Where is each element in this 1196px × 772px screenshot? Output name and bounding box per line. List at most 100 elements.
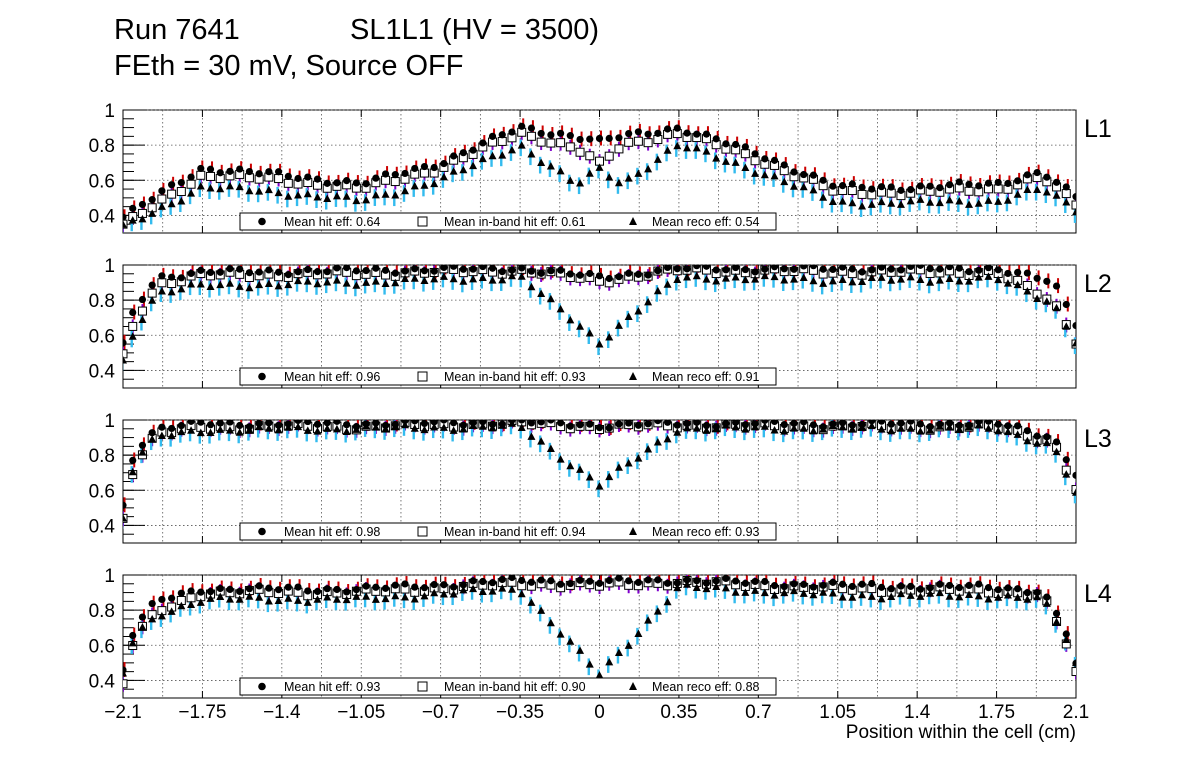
data-points: [123, 420, 1076, 530]
reco-marker: [731, 422, 740, 431]
reco-marker: [537, 289, 546, 297]
hit-marker: [868, 579, 876, 588]
hit-marker: [673, 124, 681, 132]
panel-l3: 0.4 0.6 0.8 1 L3 Mean hit eff: 0.98 Mean in-ba…: [89, 411, 1112, 544]
inband-marker: [857, 189, 867, 199]
hit-marker: [1004, 269, 1012, 278]
hit-marker: [839, 182, 847, 190]
legend-inband-label: Mean in-band hit eff: 0.61: [444, 215, 586, 229]
reco-marker: [858, 422, 867, 431]
reco-marker: [352, 196, 361, 205]
inband-marker: [123, 679, 128, 689]
reco-marker: [459, 277, 468, 285]
reco-marker: [303, 598, 312, 606]
reco-marker: [527, 150, 536, 158]
reco-marker: [177, 196, 186, 205]
reco-marker: [294, 422, 303, 431]
legend-box: [239, 522, 777, 541]
legend-hit-marker: [258, 527, 266, 536]
reco-marker: [1042, 297, 1051, 305]
hit-marker: [819, 176, 827, 184]
reco-marker: [683, 423, 692, 432]
reco-marker: [1023, 185, 1032, 194]
hit-marker: [907, 265, 915, 271]
hit-marker: [187, 173, 195, 181]
hit-marker: [1033, 588, 1041, 597]
reco-marker: [216, 280, 225, 289]
reco-marker: [1023, 436, 1032, 445]
hit-marker: [897, 266, 905, 274]
reco-marker: [1052, 617, 1061, 626]
reco-marker: [245, 425, 254, 434]
hit-marker: [839, 580, 847, 588]
reco-marker: [527, 432, 536, 440]
legend-reco-marker: [629, 527, 637, 535]
reco-marker: [1052, 303, 1061, 312]
reco-marker: [721, 421, 730, 429]
hit-marker: [722, 140, 730, 148]
reco-marker: [692, 424, 701, 432]
hit-marker: [508, 128, 516, 136]
hit-marker: [450, 265, 458, 270]
hit-marker: [284, 583, 292, 591]
hit-marker: [868, 185, 876, 193]
reco-marker: [488, 423, 497, 432]
hit-marker: [741, 143, 749, 151]
reco-marker: [663, 146, 672, 154]
reco-marker: [721, 274, 730, 282]
reco-marker: [507, 145, 516, 154]
hit-marker: [391, 581, 399, 589]
reco-marker: [225, 426, 234, 434]
hit-marker: [343, 421, 351, 429]
reco-marker: [362, 195, 371, 204]
hit-marker: [216, 268, 224, 276]
reco-marker: [148, 614, 157, 623]
reco-marker: [362, 421, 371, 430]
hit-marker: [907, 582, 915, 591]
reco-marker: [1072, 207, 1076, 216]
reco-marker: [751, 422, 760, 431]
hit-marker: [877, 183, 886, 191]
hit-marker: [1014, 268, 1022, 277]
reco-marker: [935, 422, 944, 430]
x-tick-label: 0.7: [745, 702, 771, 723]
reco-marker: [1023, 595, 1032, 603]
x-tick-label: 0.35: [660, 702, 697, 723]
hit-marker: [343, 177, 351, 185]
reco-marker: [926, 278, 935, 286]
reco-marker: [926, 198, 935, 206]
inband-marker: [137, 306, 147, 316]
reco-marker: [712, 582, 721, 590]
reco-marker: [741, 588, 750, 596]
reco-marker: [653, 437, 662, 446]
hit-marker: [411, 420, 419, 425]
reco-marker: [157, 611, 166, 620]
reco-marker: [420, 425, 429, 434]
reco-marker: [741, 163, 750, 171]
hit-marker: [693, 420, 701, 426]
hit-marker: [858, 268, 866, 276]
y-tick-label: 0.8: [89, 136, 115, 157]
reco-marker: [537, 437, 546, 445]
inband-marker: [546, 138, 556, 148]
reco-marker: [313, 427, 322, 435]
reco-marker: [255, 187, 264, 195]
reco-marker: [644, 444, 653, 453]
hit-marker: [469, 577, 477, 585]
reco-marker: [994, 197, 1003, 205]
hit-marker: [372, 265, 380, 272]
hit-marker: [1043, 173, 1051, 181]
reco-marker: [751, 275, 760, 283]
hit-marker: [265, 420, 273, 427]
hit-marker: [245, 269, 254, 277]
hit-marker: [488, 579, 497, 587]
reco-marker: [595, 671, 604, 679]
x-tick-label: −0.35: [496, 702, 544, 723]
reco-marker: [1052, 447, 1061, 456]
reco-marker: [692, 583, 701, 591]
legend: Mean hit eff: 0.93 Mean in-band hit eff: …: [239, 677, 777, 696]
hit-marker: [216, 584, 224, 593]
hit-marker: [1072, 193, 1076, 201]
reco-marker: [157, 431, 166, 439]
hit-marker: [1023, 269, 1031, 277]
